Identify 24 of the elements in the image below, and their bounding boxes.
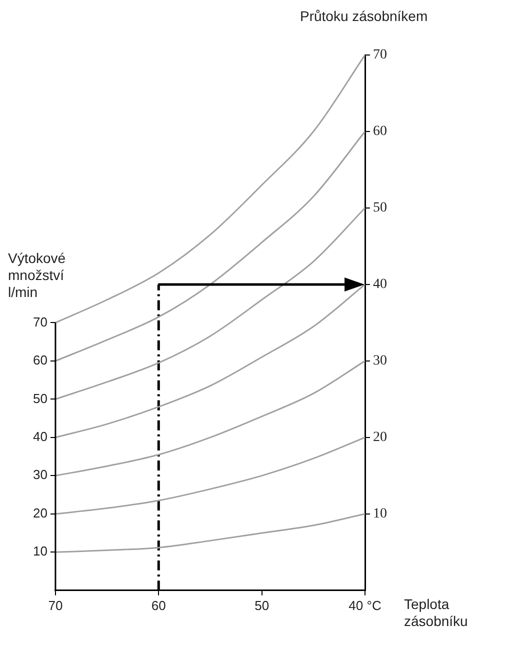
line-series [55,513,365,553]
y-axis-title: Výtokové množství l/min [8,250,67,301]
y2-tick-label: 60 [373,124,387,140]
y-tick-label: 60 [32,352,48,368]
y2-tick-label: 10 [373,506,387,522]
x-axis-title: Teplota zásobníku [404,596,469,630]
y-tick-label: 10 [32,544,48,559]
x-tick-label: 60 [151,598,166,613]
y-tick-label: 20 [32,505,48,520]
y2-tick-label: 50 [373,200,387,216]
y-tick-label: 30 [32,467,48,482]
y2-tick-label: 20 [373,430,387,446]
line-series [55,436,365,515]
y2-tick-label: 30 [373,354,387,369]
x-tick-label: 50 [254,598,270,613]
y-tick-label: 50 [32,390,48,406]
y-tick-label: 70 [32,314,48,330]
x-tick-label: 40 °C [348,598,382,613]
y-tick-label: 40 [32,429,48,444]
y2-tick-label: 70 [373,48,387,63]
line-series [55,360,365,476]
y2-axis-title: Průtoku zásobníkem [300,8,428,25]
x-tick-label: 70 [48,598,63,613]
y2-tick-label: 40 [373,277,387,292]
